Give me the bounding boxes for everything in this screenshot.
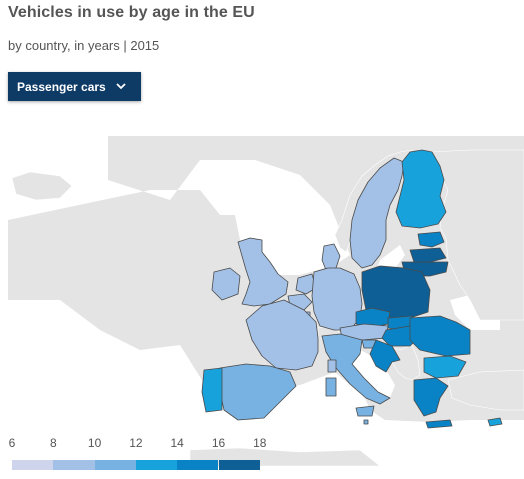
sea-area: [8, 136, 524, 466]
country-poland[interactable]: [361, 265, 431, 319]
legend-color-swatch: [94, 460, 136, 470]
europe-map[interactable]: [8, 136, 524, 466]
country-portugal[interactable]: [201, 367, 223, 413]
chevron-down-icon: [116, 83, 126, 90]
country-malta[interactable]: [363, 419, 369, 425]
country-cyprus[interactable]: [487, 417, 503, 427]
country-crete[interactable]: [425, 419, 453, 429]
legend-tick-label: 12: [129, 436, 143, 450]
legend-color-swatch: [177, 460, 219, 470]
country-germany[interactable]: [311, 267, 363, 331]
legend-tick-label: 6: [8, 436, 16, 450]
legend-color-swatch: [135, 460, 178, 470]
country-bulgaria[interactable]: [423, 355, 467, 379]
country-united-kingdom[interactable]: [237, 237, 289, 307]
country-greece[interactable]: [413, 377, 449, 417]
legend-color-swatch: [218, 460, 260, 470]
country-ireland[interactable]: [211, 267, 241, 301]
color-legend: 6 8 10 12 14 16 18: [8, 436, 268, 476]
country-finland[interactable]: [395, 149, 447, 229]
country-italy[interactable]: [321, 333, 391, 405]
legend-tick-label: 16: [211, 436, 226, 450]
country-spain[interactable]: [219, 363, 297, 421]
country-sweden[interactable]: [349, 157, 405, 269]
legend-tick-label: 18: [253, 436, 267, 450]
legend-tick-label: 10: [87, 436, 102, 450]
dropdown-selected-label: Passenger cars: [17, 79, 106, 94]
country-sardinia[interactable]: [325, 377, 337, 397]
country-turkey: [447, 369, 524, 411]
country-iceland: [11, 171, 73, 201]
country-corsica[interactable]: [327, 359, 337, 373]
country-estonia[interactable]: [417, 231, 445, 248]
vehicle-type-dropdown[interactable]: Passenger cars: [8, 72, 141, 101]
legend-tick-label: 8: [49, 436, 57, 450]
chart-title: Vehicles in use by age in the EU: [8, 4, 255, 21]
country-croatia[interactable]: [369, 339, 401, 373]
legend-color-swatch: [53, 460, 95, 470]
country-netherlands[interactable]: [295, 273, 317, 295]
chart-subtitle: by country, in years | 2015: [8, 38, 160, 53]
country-romania[interactable]: [409, 315, 471, 357]
legend-tick-label: 14: [170, 436, 184, 450]
country-latvia[interactable]: [409, 247, 447, 263]
legend-color-swatch: [12, 460, 54, 470]
country-sicily[interactable]: [355, 405, 375, 417]
country-france[interactable]: [245, 299, 319, 371]
